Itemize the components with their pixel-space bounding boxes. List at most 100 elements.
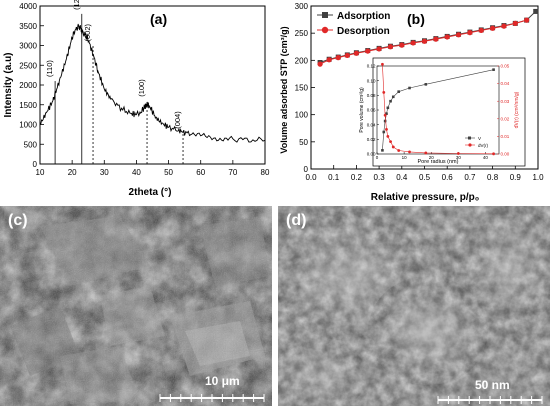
scale-bar-label-d: 50 nm <box>475 378 510 392</box>
inset-legend-v: V <box>478 136 481 141</box>
xrd-y-axis-label: Intensity (a.u) <box>3 52 14 117</box>
xrd-y-tick-label: 3500 <box>19 22 37 31</box>
adsorption-legend-marker <box>322 12 328 18</box>
isotherm-x-tick-label: 0.3 <box>374 173 386 182</box>
xrd-x-tick-label: 50 <box>164 168 173 177</box>
desorption-point <box>455 32 462 38</box>
desorption-point <box>501 23 507 29</box>
scale-bar-label-c: 10 μm <box>205 374 240 388</box>
sem-texture-d <box>278 206 550 406</box>
inset-y2-axis-label: dV(r) (cm³/nm/g) <box>514 91 520 128</box>
pore-dv-point <box>383 113 387 117</box>
isotherm-x-tick-label: 0.5 <box>419 173 431 182</box>
pore-dv-point <box>424 151 428 155</box>
isotherm-x-tick-label: 0.2 <box>351 173 363 182</box>
desorption-point <box>317 61 323 67</box>
xrd-chart: (a) 2theta (°) Intensity (a.u) 10 20 30 40 5… <box>3 0 270 198</box>
isotherm-y-tick-label: 300 <box>295 2 309 11</box>
isotherm-panel-label: (b) <box>407 11 425 27</box>
pore-dv-point <box>408 150 411 154</box>
inset-y-tick-label: 0.10 <box>367 78 376 83</box>
inset-x-tick-label: 40 <box>483 155 489 160</box>
isotherm-x-tick-label: 0.8 <box>487 173 499 182</box>
xrd-plot-frame <box>39 5 266 165</box>
pore-volume-point <box>382 130 386 134</box>
pore-volume-point <box>408 86 411 90</box>
inset-y2-tick-label: 0.02 <box>501 116 510 121</box>
pore-dv-point <box>385 127 388 131</box>
pore-dv-line <box>382 64 494 155</box>
isotherm-chart: (b) Relative pressure, p/p₀ Volume adsor… <box>279 2 544 203</box>
desorption-point <box>399 42 405 48</box>
pore-dv-point <box>382 91 386 94</box>
xrd-peak-label: (004) <box>173 111 182 129</box>
isotherm-x-axis-label: Relative pressure, p/p₀ <box>371 192 479 203</box>
pore-volume-point <box>385 112 388 115</box>
xrd-y-tick-label: 2500 <box>19 61 37 70</box>
scale-bar-d <box>437 396 543 404</box>
desorption-point <box>490 25 496 31</box>
inset-y2-tick-label: 0.01 <box>501 134 510 139</box>
sem-image-d: (d) 50 nm <box>278 206 550 406</box>
isotherm-x-tick-label: 0.7 <box>464 173 476 182</box>
desorption-point <box>353 50 359 56</box>
isotherm-y-tick-label: 50 <box>299 138 308 147</box>
inset-y2-tick-label: 0.00 <box>501 152 510 157</box>
pore-dv-point <box>456 152 460 155</box>
xrd-y-tick-label: 3000 <box>19 42 37 51</box>
xrd-x-tick-label: 30 <box>100 168 109 177</box>
isotherm-x-tick-label: 0.9 <box>510 173 522 182</box>
isotherm-y-tick-label: 100 <box>295 111 309 120</box>
sem-panel-label-d: (d) <box>286 212 307 229</box>
isotherm-x-tick-label: 1.0 <box>532 173 544 182</box>
xrd-x-tick-label: 80 <box>261 168 270 177</box>
sem-panel-label-c: (c) <box>8 212 28 229</box>
xrd-x-tick-label: 60 <box>196 168 205 177</box>
inset-y2-tick-label: 0.04 <box>501 81 510 86</box>
inset-y-axis-label: Pore volume (cm³/g) <box>359 87 365 133</box>
pore-dv-point <box>381 62 384 66</box>
pore-dv-point <box>391 145 395 149</box>
pore-volume-point <box>389 99 392 103</box>
isotherm-y-tick-label: 250 <box>295 29 309 38</box>
inset-x-axis-label: Pore radius (nm) <box>418 159 459 165</box>
xrd-y-tick-label: 2000 <box>19 81 37 90</box>
xrd-x-axis-label: 2theta (°) <box>129 187 172 198</box>
xrd-y-tick-label: 0 <box>33 160 38 169</box>
inset-y-tick-label: 0.06 <box>367 108 376 113</box>
pore-volume-point <box>397 90 400 93</box>
desorption-point <box>433 36 439 42</box>
desorption-legend-marker <box>321 26 329 34</box>
pore-volume-point <box>391 95 395 99</box>
isotherm-x-tick-label: 0.1 <box>328 173 340 182</box>
pore-volume-point <box>383 119 387 123</box>
inset-y2-tick-label: 0.05 <box>501 64 510 69</box>
inset-y-tick-label: 0.02 <box>367 137 376 142</box>
isotherm-y-tick-label: 200 <box>295 56 309 65</box>
isotherm-x-tick-label: 0.4 <box>396 173 408 182</box>
desorption-point <box>344 52 350 59</box>
xrd-y-tick-label: 1000 <box>19 121 37 130</box>
xrd-pattern-line <box>39 23 266 143</box>
inset-x-tick-label: 10 <box>402 155 408 160</box>
pore-volume-point <box>381 149 384 152</box>
isotherm-legend: Adsorption Desorption <box>317 11 390 37</box>
inset-y-tick-label: 0.08 <box>367 93 376 98</box>
pore-dv-point <box>492 152 495 156</box>
adsorption-point <box>533 8 539 14</box>
desorption-point <box>326 57 332 63</box>
isotherm-x-tick-label: 0.6 <box>442 173 454 182</box>
pore-distribution-inset: 0 10 20 30 40 0.00 0.02 0.04 0.06 0.08 0.10 0.12 0.0… <box>359 57 526 167</box>
panel-b: (b) Relative pressure, p/p₀ Volume adsor… <box>275 0 550 205</box>
xrd-y-tick-label: 4000 <box>19 2 37 11</box>
isotherm-y-tick-label: 150 <box>295 84 309 93</box>
inset-y-tick-label: 0.00 <box>367 152 376 157</box>
inset-x-tick-label: 30 <box>456 155 462 160</box>
desorption-point <box>478 27 484 34</box>
inset-y-tick-label: 0.04 <box>367 122 376 127</box>
sem-texture-c <box>0 206 272 406</box>
inset-legend: V dV(r) <box>465 136 489 148</box>
inset-x-tick-label: 20 <box>429 155 435 160</box>
xrd-peak-label: (100) <box>137 79 146 97</box>
desorption-point <box>335 55 341 61</box>
